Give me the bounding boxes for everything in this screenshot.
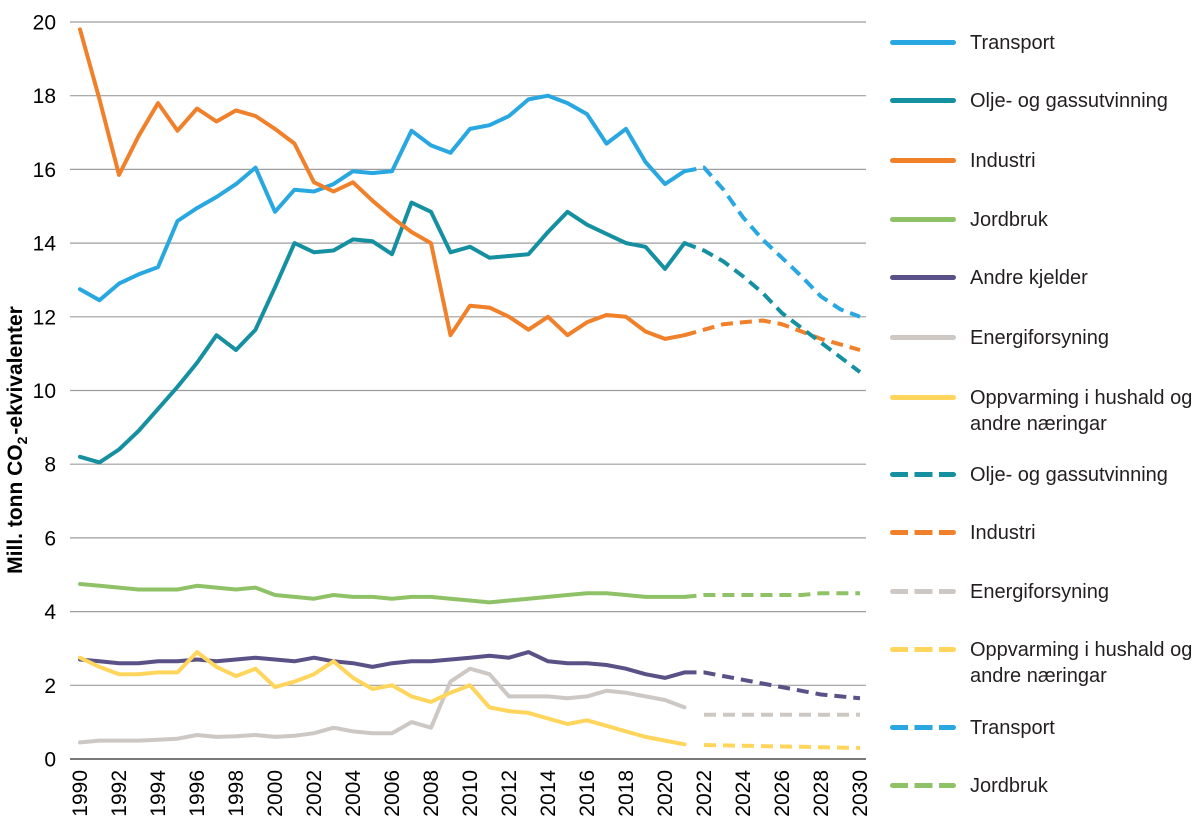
x-tick-label: 2014 — [537, 770, 560, 817]
series-line-oppvarming-projection — [703, 743, 861, 750]
series-line-andre-kjelder — [78, 650, 687, 680]
legend-item-andre-kjelder: Andre kjelder — [890, 265, 1200, 291]
x-tick-label: 1998 — [225, 770, 248, 817]
chart-svg: 0 2 4 6 8 10 12 14 16 18 20 1990 1992 1994 1996 1998 200… — [4, 12, 872, 817]
legend-label: Oppvarming i hushald og andre næringar — [970, 639, 1193, 687]
legend-label: Jordbruk — [970, 209, 1048, 231]
dashed-line-swatch — [890, 725, 956, 730]
legend-item-jordbruk-projection: Jordbruk — [890, 773, 1200, 799]
x-tick-label: 2006 — [381, 770, 404, 817]
x-tick-label: 2008 — [420, 770, 443, 817]
solid-line-swatch — [890, 98, 956, 103]
legend-item-olje-og-gassutvinning: Olje- og gassutvinning — [890, 88, 1200, 114]
legend-item-jordbruk: Jordbruk — [890, 207, 1200, 233]
x-tick-label: 1992 — [108, 770, 131, 817]
x-tick-label: 2020 — [654, 770, 677, 817]
y-tick-label: 0 — [44, 749, 56, 772]
x-tick-label: 2010 — [459, 770, 482, 817]
legend-item-energiforsyning: Energiforsyning — [890, 325, 1200, 351]
x-tick-label: 2026 — [771, 770, 794, 817]
y-tick-label: 6 — [44, 527, 56, 550]
series-line-jordbruk — [78, 582, 687, 605]
legend-item-industri: Industri — [890, 148, 1200, 174]
series-line-energiforsyning — [78, 666, 687, 745]
solid-line-swatch — [890, 275, 956, 280]
x-tick-label: 1994 — [147, 770, 170, 817]
y-tick-label: 10 — [33, 380, 56, 403]
legend-item-transport-projection: Transport — [890, 715, 1200, 741]
x-tick-label: 2024 — [732, 770, 755, 817]
x-tick-label: 1990 — [69, 770, 92, 817]
legend-label: Industri — [970, 522, 1036, 544]
x-tick-label: 2002 — [303, 770, 326, 817]
legend-item-oppvarming-projection: Oppvarming i hushald og andre næringar — [890, 637, 1200, 689]
legend-label: Energiforsyning — [970, 581, 1109, 603]
y-tick-label: 12 — [33, 306, 56, 329]
series-line-transport-projection — [684, 165, 861, 319]
y-tick-label: 8 — [44, 454, 56, 477]
y-tick-label: 18 — [33, 85, 56, 108]
legend-label: Olje- og gassutvinning — [970, 90, 1168, 112]
solid-line-swatch — [890, 40, 956, 45]
legend-item-transport: Transport — [890, 30, 1200, 56]
solid-line-swatch — [890, 158, 956, 163]
x-tick-label: 2030 — [849, 770, 872, 817]
legend-label: Transport — [970, 32, 1055, 54]
series-line-andre-kjelder-projection — [684, 670, 861, 701]
y-tick-label: 16 — [33, 159, 56, 182]
x-tick-label: 2018 — [615, 770, 638, 817]
legend-item-oppvarming: Oppvarming i hushald og andre næringar — [890, 385, 1200, 437]
x-tick-label: 2028 — [810, 770, 833, 817]
series-line-jordbruk-projection — [684, 591, 860, 599]
x-tick-label: 2012 — [498, 770, 521, 817]
series-line-olje-og-gassutvinning-projection — [683, 241, 862, 374]
legend-item-industri-projection: Industri — [890, 520, 1200, 546]
legend-label: Transport — [970, 717, 1055, 739]
series-line-transport — [78, 93, 687, 303]
series-line-olje-og-gassutvinning — [78, 200, 687, 465]
series-line-oppvarming — [78, 650, 687, 747]
y-tick-label: 4 — [44, 601, 56, 624]
legend-item-energiforsyning-projection: Energiforsyning — [890, 579, 1200, 605]
dashed-line-swatch — [890, 783, 956, 788]
dashed-line-swatch — [890, 472, 956, 477]
legend: Transport Olje- og gassutvinning Industri J… — [880, 0, 1200, 832]
dashed-line-swatch — [890, 530, 956, 535]
legend-label: Andre kjelder — [970, 267, 1088, 289]
legend-item-olje-og-gassutvinning-projection: Olje- og gassutvinning — [890, 462, 1200, 488]
legend-label: Olje- og gassutvinning — [970, 464, 1168, 486]
x-tick-label: 1996 — [186, 770, 209, 817]
x-tick-label: 2016 — [576, 770, 599, 817]
y-tick-label: 14 — [33, 233, 57, 256]
y-tick-label: 2 — [44, 675, 56, 698]
solid-line-swatch — [890, 395, 956, 400]
series-line-industri — [78, 27, 687, 341]
y-axis-title: Mill. tonn CO2-ekvivalenter — [4, 306, 30, 574]
x-tick-label: 2022 — [693, 770, 716, 817]
solid-line-swatch — [890, 335, 956, 340]
x-tick-label: 2004 — [342, 770, 365, 817]
dashed-line-swatch — [890, 647, 956, 652]
y-tick-label: 20 — [33, 12, 56, 35]
solid-line-swatch — [890, 217, 956, 222]
series-line-industri-projection — [683, 318, 861, 352]
dashed-line-swatch — [890, 589, 956, 594]
legend-label: Oppvarming i hushald og andre næringar — [970, 387, 1193, 435]
legend-label: Jordbruk — [970, 775, 1048, 797]
legend-label: Industri — [970, 150, 1036, 172]
x-tick-label: 2000 — [264, 770, 287, 817]
legend-label: Energiforsyning — [970, 327, 1109, 349]
